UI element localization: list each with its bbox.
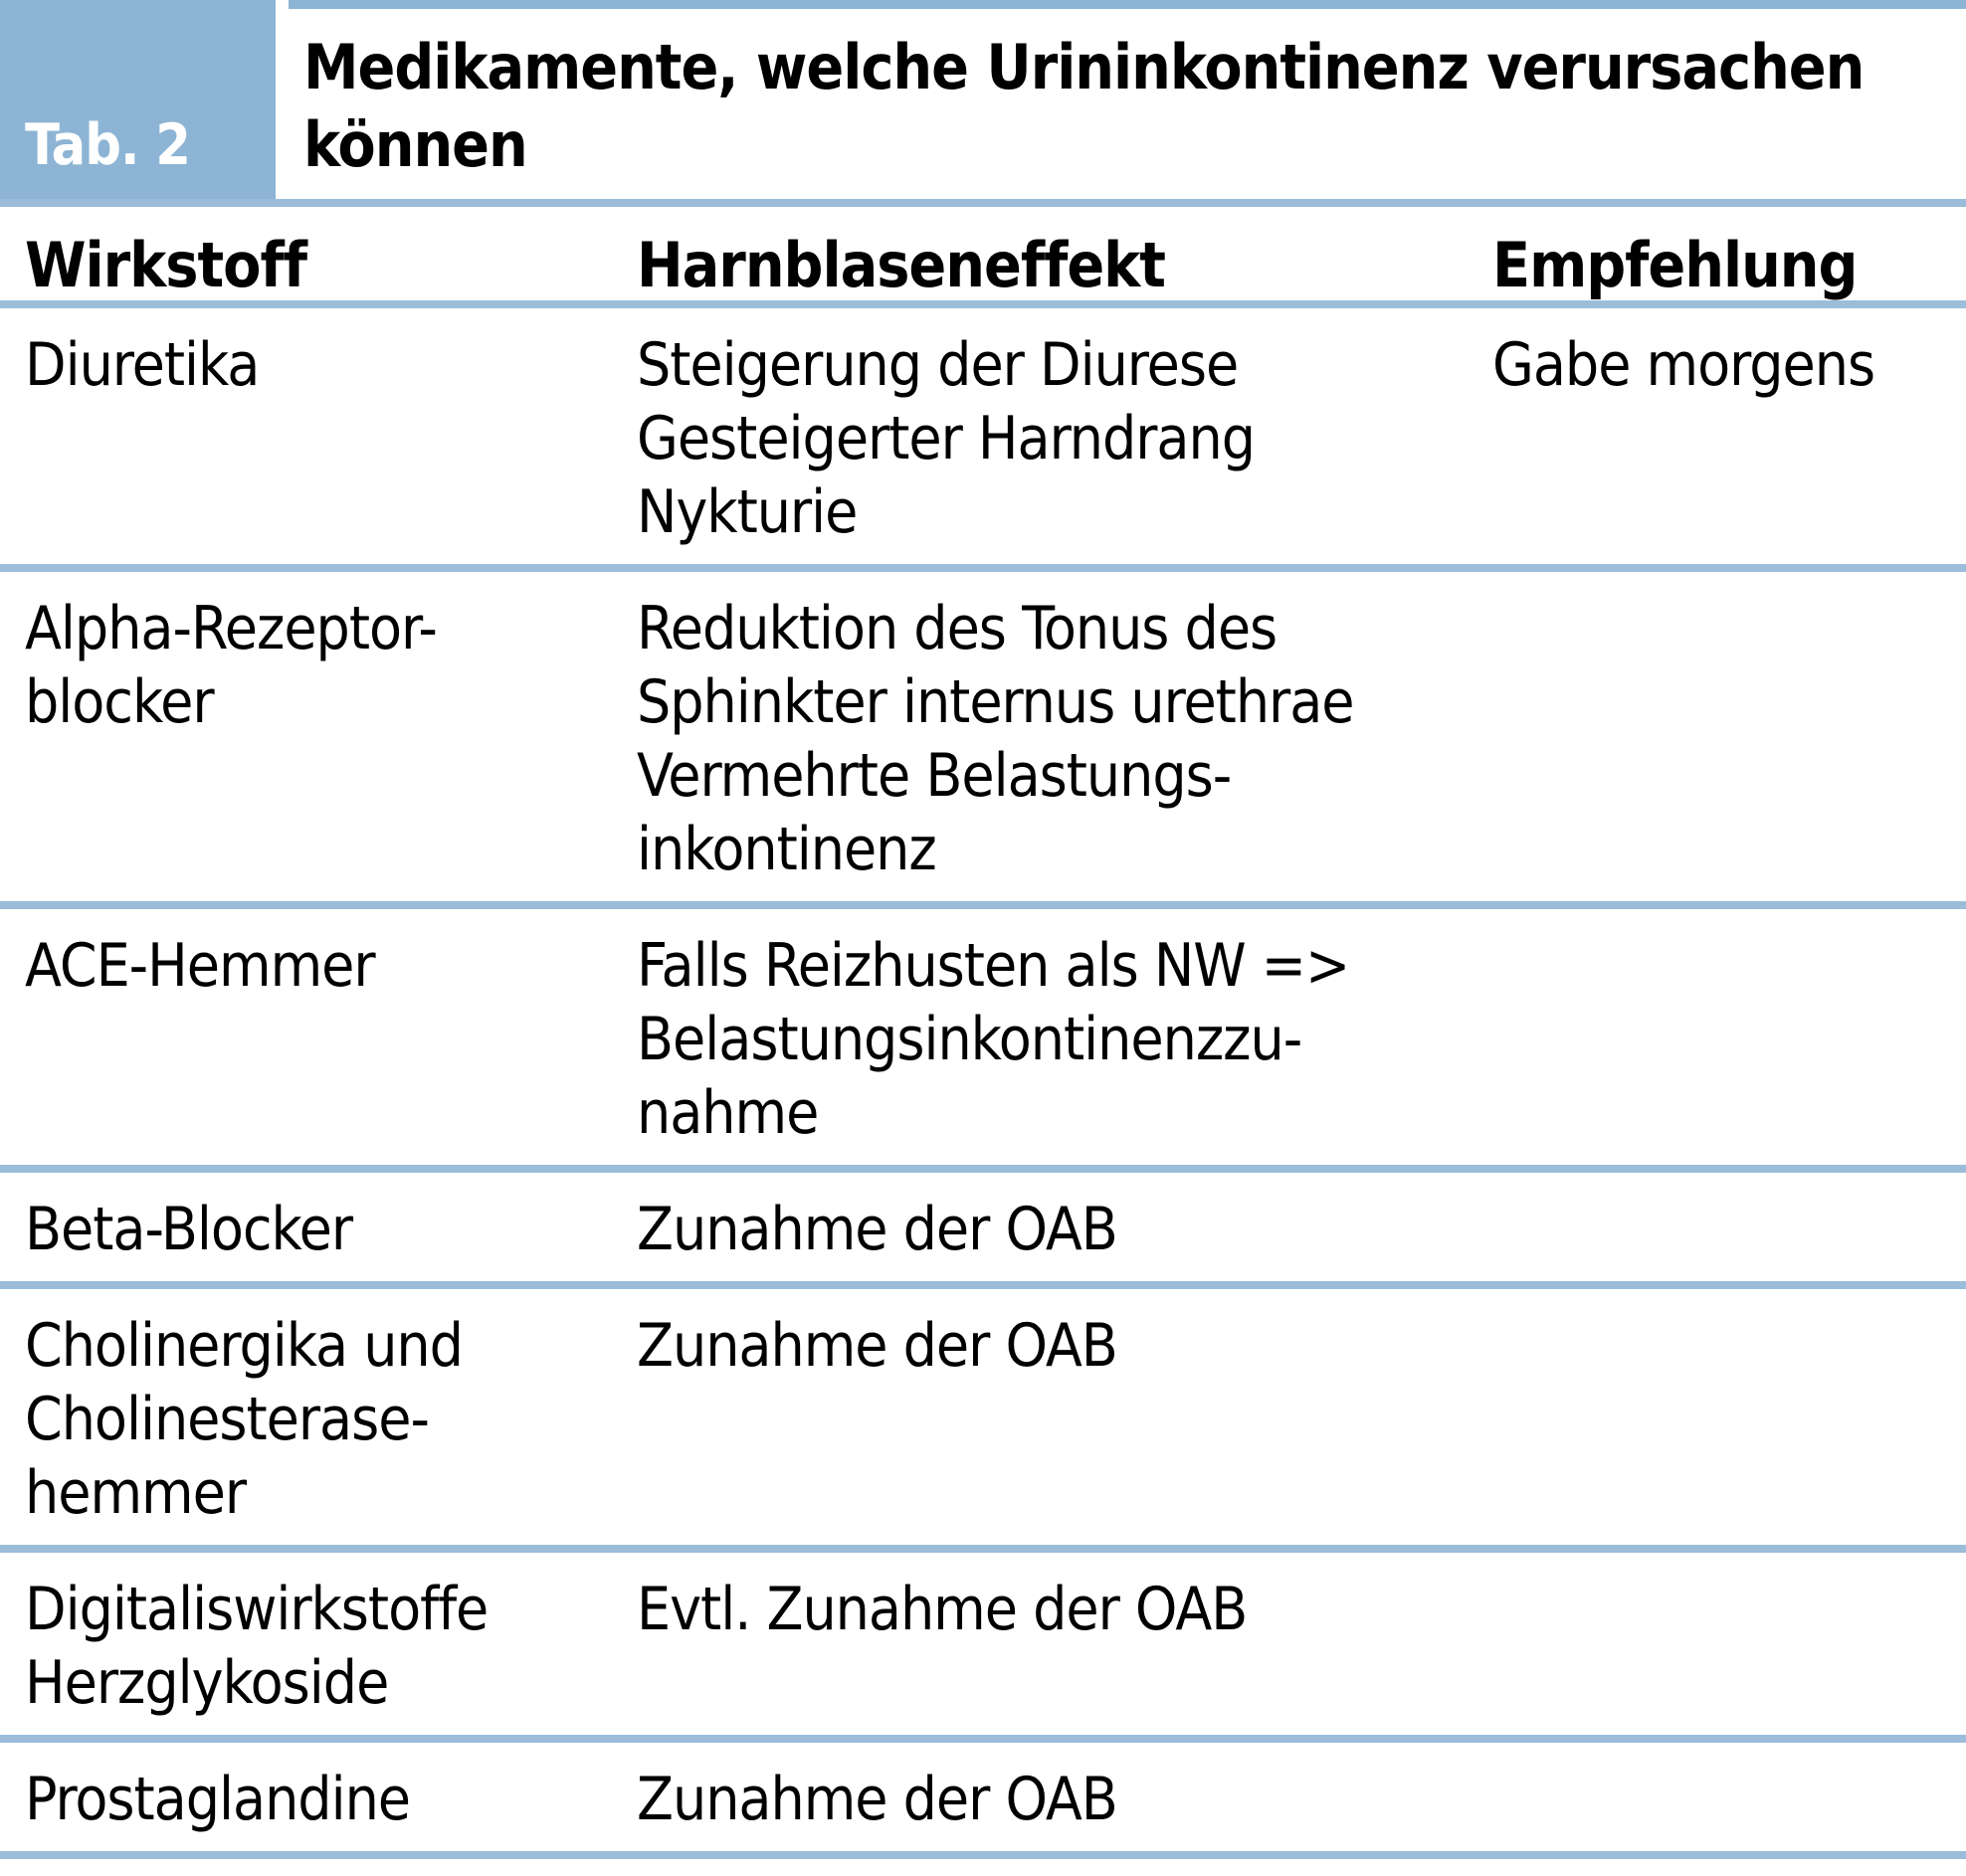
table-title-box: Medikamente, welche Urininkontinenz veru… [289,0,1966,199]
table-row: ACE-Hemmer Falls Reizhusten als NW => Be… [0,909,1966,1173]
column-header-wirkstoff: Wirkstoff [25,229,307,301]
cell-empfehlung [1492,929,1966,1150]
cell-empfehlung [1492,1193,1966,1266]
table-row: Prostaglandine Zunahme der OAB [0,1743,1966,1859]
cell-wirkstoff: Digitaliswirkstoffe Herzglykoside [25,1575,489,1718]
cell-empfehlung: Gabe morgens [1492,330,1875,400]
table-row: Diuretika Steigerung der Diurese Gesteig… [0,308,1966,572]
table-title: Medikamente, welche Urininkontinenz veru… [303,31,1865,181]
cell-harnblaseneffekt: Zunahme der OAB [637,1765,1118,1834]
table-row: Alpha-Rezeptor- blocker Reduktion des To… [0,572,1966,909]
cell-harnblaseneffekt: Falls Reizhusten als NW => Belastungsink… [637,931,1350,1148]
cell-harnblaseneffekt: Steigerung der Diurese Gesteigerter Harn… [637,330,1256,547]
column-header-empfehlung: Empfehlung [1492,229,1858,301]
table-row: Beta-Blocker Zunahme der OAB [0,1173,1966,1289]
header-gap [276,0,289,199]
cell-harnblaseneffekt: Evtl. Zunahme der OAB [637,1575,1248,1644]
cell-wirkstoff: Beta-Blocker [25,1195,353,1264]
table-number-label: Tab. 2 [25,112,191,178]
cell-wirkstoff: Diuretika [25,330,260,400]
cell-wirkstoff: ACE-Hemmer [25,931,376,1001]
column-header-harnblaseneffekt: Harnblaseneffekt [637,229,1166,301]
cell-harnblaseneffekt: Reduktion des Tonus des Sphinkter intern… [637,594,1355,884]
cell-harnblaseneffekt: Zunahme der OAB [637,1311,1118,1381]
cell-wirkstoff: Prostaglandine [25,1765,411,1834]
cell-empfehlung [1492,1309,1966,1530]
table-row: Digitaliswirkstoffe Herzglykoside Evtl. … [0,1553,1966,1743]
cell-wirkstoff: Alpha-Rezeptor- blocker [25,594,438,737]
cell-wirkstoff: Cholinergika und Cholinesterase- hemmer [25,1311,464,1528]
cell-empfehlung [1492,1763,1966,1836]
table-header: Tab. 2 Medikamente, welche Urininkontine… [0,0,1966,199]
header-divider [0,199,1966,207]
column-header-row: Wirkstoff Harnblaseneffekt Empfehlung [0,207,1966,308]
cell-empfehlung [1492,592,1966,886]
table-row: Cholinergika und Cholinesterase- hemmer … [0,1289,1966,1553]
table-number-badge: Tab. 2 [0,0,276,199]
cell-empfehlung [1492,1573,1966,1720]
cell-harnblaseneffekt: Zunahme der OAB [637,1195,1118,1264]
